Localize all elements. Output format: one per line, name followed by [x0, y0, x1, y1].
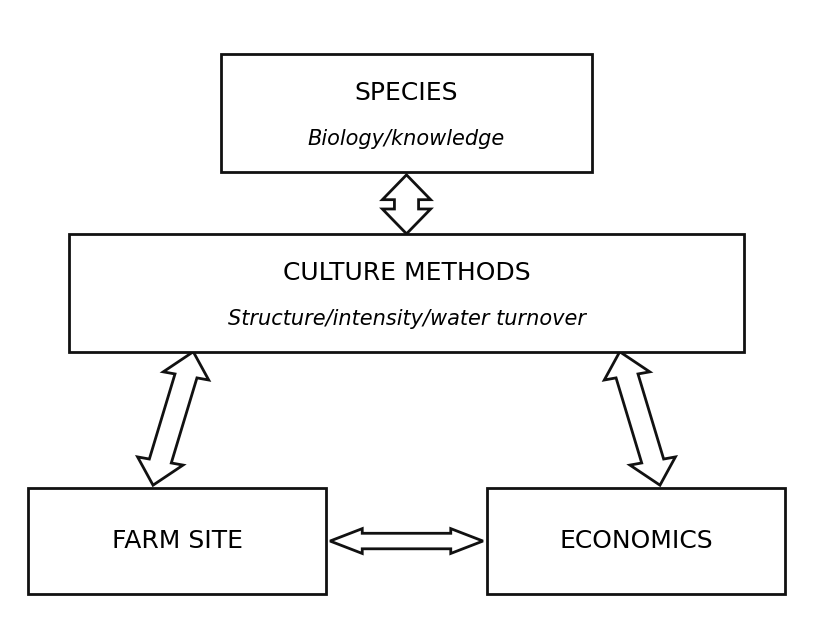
FancyBboxPatch shape	[487, 488, 785, 594]
Text: Biology/knowledge: Biology/knowledge	[308, 129, 505, 148]
Text: Structure/intensity/water turnover: Structure/intensity/water turnover	[228, 309, 585, 329]
Text: SPECIES: SPECIES	[354, 81, 459, 105]
FancyBboxPatch shape	[68, 234, 745, 352]
Text: ECONOMICS: ECONOMICS	[559, 529, 713, 553]
FancyBboxPatch shape	[221, 54, 592, 172]
Polygon shape	[382, 175, 431, 234]
Polygon shape	[137, 352, 209, 485]
Text: FARM SITE: FARM SITE	[111, 529, 242, 553]
FancyBboxPatch shape	[28, 488, 326, 594]
Polygon shape	[604, 352, 676, 485]
Polygon shape	[330, 528, 483, 554]
Text: CULTURE METHODS: CULTURE METHODS	[283, 261, 530, 285]
